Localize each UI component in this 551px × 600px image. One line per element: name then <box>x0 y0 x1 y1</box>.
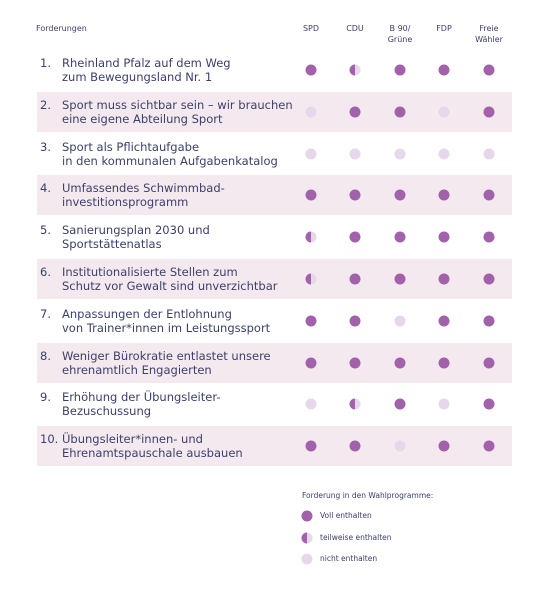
status-icon <box>483 189 495 201</box>
column-header: CDU <box>346 24 364 33</box>
status-icon <box>305 106 317 118</box>
row-number: 4. <box>40 181 51 196</box>
row-text: Anpassungen der Entlohnung von Trainer*i… <box>62 306 271 335</box>
row-text: Sport muss sichtbar sein – wir brauchen … <box>62 97 293 126</box>
status-icon <box>483 315 495 327</box>
status-icon <box>305 273 317 285</box>
row-number: 7. <box>40 306 51 321</box>
row-number: 1. <box>40 56 51 70</box>
status-icon <box>349 189 361 201</box>
status-icon <box>483 231 495 243</box>
status-icon <box>301 532 313 543</box>
column-header: Freie Wähler <box>475 24 503 44</box>
row-text: Institutionalisierte Stellen zum Schutz … <box>62 265 278 293</box>
status-icon <box>394 440 406 452</box>
row-number: 10. <box>40 432 59 447</box>
status-icon <box>438 189 450 201</box>
status-icon <box>349 398 361 410</box>
status-icon <box>394 106 406 118</box>
column-header: SPD <box>302 24 320 33</box>
legend-label: teilweise enthalten <box>320 532 392 542</box>
legend-label: Voll enthalten <box>320 511 372 520</box>
status-icon <box>394 357 406 369</box>
status-icon <box>349 440 361 452</box>
status-icon <box>349 273 361 285</box>
row-text: Übungsleiter*innen- und Ehrenamtspauscha… <box>62 432 243 461</box>
status-icon <box>394 273 406 285</box>
status-icon <box>305 148 317 160</box>
row-number: 9. <box>40 390 51 405</box>
status-icon <box>349 315 361 327</box>
row-text: Rheinland Pfalz auf dem Weg zum Bewegung… <box>62 56 231 84</box>
table-row <box>37 342 512 383</box>
status-icon <box>438 357 450 369</box>
status-icon <box>438 148 450 160</box>
status-icon <box>483 106 495 118</box>
status-icon <box>483 64 495 76</box>
status-icon <box>394 64 406 76</box>
table-row <box>37 426 512 467</box>
status-icon <box>438 398 450 410</box>
status-icon <box>394 231 406 243</box>
status-icon <box>438 315 450 327</box>
status-icon <box>483 440 495 452</box>
status-icon <box>305 231 317 243</box>
status-icon <box>438 440 450 452</box>
row-number: 3. <box>40 139 51 154</box>
row-text: Sport als Pflichtaufgabe in den kommunal… <box>62 139 278 168</box>
status-icon <box>349 231 361 243</box>
legend-label: nicht enthalten <box>320 554 378 563</box>
status-icon <box>438 106 450 118</box>
status-icon <box>305 440 317 452</box>
row-number: 8. <box>40 348 51 363</box>
column-header: B 90/ Grüne <box>387 24 413 44</box>
status-icon <box>305 189 317 201</box>
row-text: Weniger Bürokratie entlastet unsere ehre… <box>62 348 271 377</box>
column-header: FDP <box>436 24 452 33</box>
status-icon <box>483 398 495 410</box>
status-icon <box>394 148 406 160</box>
row-text: Sanierungsplan 2030 und Sportstättenatla… <box>62 223 210 252</box>
table-row <box>37 259 512 299</box>
status-icon <box>394 398 406 410</box>
header-title: Forderungen <box>36 24 87 33</box>
status-icon <box>483 148 495 160</box>
status-icon <box>438 273 450 285</box>
status-icon <box>349 148 361 160</box>
status-icon <box>305 357 317 369</box>
row-number: 2. <box>40 97 51 112</box>
status-icon <box>301 553 313 565</box>
status-icon <box>438 231 450 243</box>
status-icon <box>305 315 317 327</box>
row-text: Umfassendes Schwimmbad- investitionsprog… <box>62 181 225 210</box>
status-icon <box>305 398 317 410</box>
status-icon <box>483 273 495 285</box>
status-icon <box>349 106 361 118</box>
row-text: Erhöhung der Übungsleiter- Bezuschussung <box>62 390 221 419</box>
status-icon <box>301 510 313 522</box>
table-row <box>37 91 512 132</box>
status-icon <box>305 64 317 76</box>
status-icon <box>349 64 361 76</box>
table-row <box>37 175 512 216</box>
row-number: 5. <box>40 223 51 238</box>
status-icon <box>394 315 406 327</box>
row-number: 6. <box>40 265 51 279</box>
status-icon <box>349 357 361 369</box>
status-icon <box>483 357 495 369</box>
status-icon <box>394 189 406 201</box>
legend-title: Forderung in den Wahlprogramme: <box>302 491 434 500</box>
status-icon <box>438 64 450 76</box>
